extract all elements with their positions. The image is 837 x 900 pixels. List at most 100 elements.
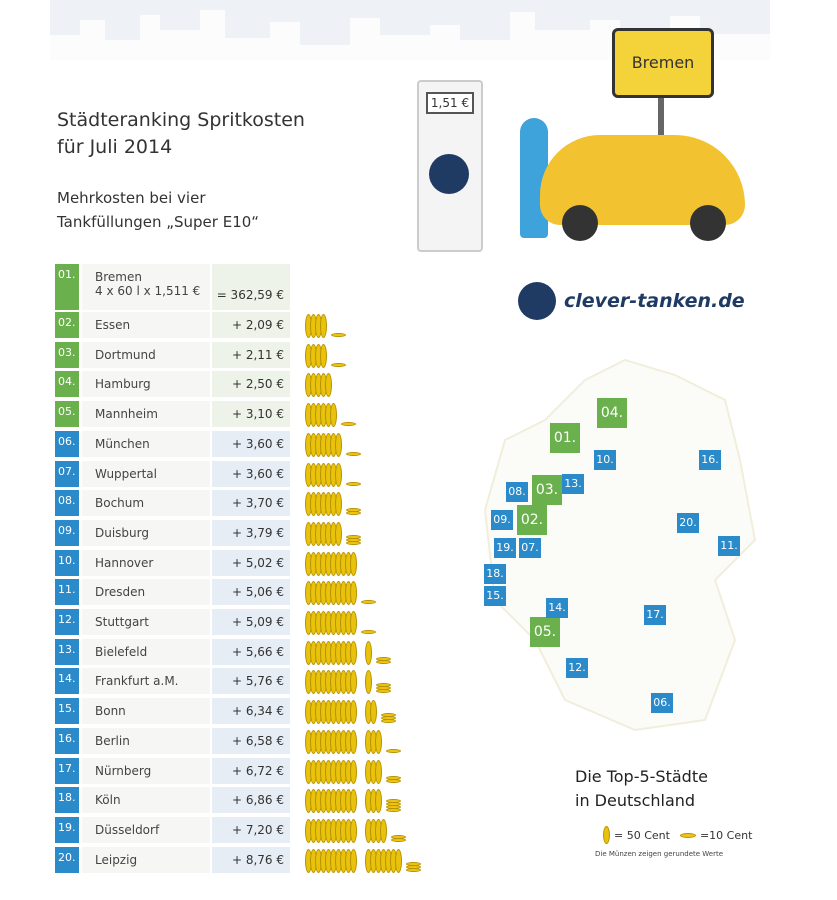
coin-50-icon — [335, 432, 342, 457]
table-row: 20. Leipzig + 8,76 € — [55, 846, 475, 873]
city-name-text: Wuppertal — [95, 466, 157, 481]
table-row: 19. Düsseldorf + 7,20 € — [55, 816, 475, 843]
coin-legend: = 50 Cent =10 Cent Die Münzen zeigen ger… — [595, 826, 785, 858]
cost-value: + 5,76 € — [212, 668, 290, 695]
map-marker: 19. — [494, 538, 516, 558]
map-title-line1: Die Top-5-Städte — [575, 767, 708, 786]
table-row: 08. Bochum + 3,70 € — [55, 490, 475, 517]
rank-badge: 10. — [55, 549, 79, 576]
brand-logo-icon — [429, 154, 469, 194]
rank-badge: 15. — [55, 698, 79, 725]
table-row: 09. Duisburg + 3,79 € — [55, 519, 475, 546]
coin-stack — [305, 492, 485, 517]
subtitle-line2: Tankfüllungen „Super E10“ — [57, 213, 260, 231]
rank-badge: 08. — [55, 490, 79, 517]
coin-50-icon — [350, 611, 357, 635]
coin-50-icon — [370, 700, 377, 725]
table-row: 14. Frankfurt a.M. + 5,76 € — [55, 668, 475, 695]
coin-10-icon — [376, 656, 391, 661]
city-name: Stuttgart — [82, 609, 210, 635]
coin-50-icon — [335, 462, 342, 487]
cost-value: + 3,79 € — [212, 519, 290, 546]
coin-stack — [305, 551, 485, 576]
coin-50-icon — [350, 818, 357, 843]
coin-50-icon — [350, 670, 357, 695]
table-row: 13. Bielefeld + 5,66 € — [55, 638, 475, 665]
coin-10-icon — [386, 748, 401, 753]
coin-50-icon — [365, 640, 372, 665]
city-name: Nürnberg — [82, 757, 210, 784]
cost-value: + 5,66 € — [212, 638, 290, 665]
rank-badge: 03. — [55, 341, 79, 368]
coin-10-icon — [346, 508, 361, 513]
rank-badge: 01. — [55, 264, 79, 310]
city-name: München — [82, 430, 210, 457]
table-row: 03. Dortmund + 2,11 € — [55, 341, 475, 368]
city-name-text: Hannover — [95, 555, 154, 570]
coin-stack — [305, 818, 485, 843]
coin-stack — [305, 314, 485, 338]
table-row: 15. Bonn + 6,34 € — [55, 698, 475, 725]
map-marker: 07. — [519, 538, 541, 558]
coin-stack — [305, 373, 485, 398]
cost-value: + 2,09 € — [212, 312, 290, 338]
map-marker: 03. — [532, 475, 562, 505]
city-name: Dortmund — [82, 341, 210, 368]
city-sign: Bremen — [612, 28, 714, 98]
brand-name: clever-tanken.de — [564, 290, 745, 312]
city-name-text: Bielefeld — [95, 644, 148, 659]
map-marker: 17. — [644, 605, 666, 625]
city-name: Wuppertal — [82, 460, 210, 487]
coin-stack — [305, 759, 485, 784]
coin-stack — [305, 729, 485, 754]
subtitle-line1: Mehrkosten bei vier — [57, 189, 206, 207]
table-row: 07. Wuppertal + 3,60 € — [55, 460, 475, 487]
table-row: 18. Köln + 6,86 € — [55, 787, 475, 814]
coin-10-icon — [376, 683, 391, 688]
map-marker: 12. — [566, 658, 588, 678]
rank-badge: 19. — [55, 816, 79, 843]
city-name: Frankfurt a.M. — [82, 668, 210, 695]
coin-50-icon — [380, 818, 387, 843]
city-name-text: Dresden — [95, 585, 146, 600]
coin-50-icon — [350, 640, 357, 665]
table-row: 05. Mannheim + 3,10 € — [55, 401, 475, 428]
city-name: Berlin — [82, 727, 210, 754]
map-marker: 09. — [491, 510, 513, 530]
city-name-text: Essen — [95, 318, 131, 332]
table-row: 01. Bremen 4 x 60 l x 1,511 € = 362,59 € — [55, 264, 475, 310]
rank-badge: 09. — [55, 519, 79, 546]
city-name: Bremen 4 x 60 l x 1,511 € — [82, 264, 210, 310]
city-name: Dresden — [82, 579, 210, 606]
map-marker: 06. — [651, 693, 673, 713]
cost-value: + 7,20 € — [212, 816, 290, 843]
map-marker: 04. — [597, 398, 627, 428]
page-title-line1: Städteranking Spritkosten — [57, 109, 305, 131]
city-name-text: Hamburg — [95, 377, 151, 392]
city-name-text: Berlin — [95, 733, 130, 748]
coin-50-icon — [350, 759, 357, 784]
rank-badge: 20. — [55, 846, 79, 873]
table-row: 06. München + 3,60 € — [55, 430, 475, 457]
city-name: Bochum — [82, 490, 210, 517]
city-name: Leipzig — [82, 846, 210, 873]
city-name: Hannover — [82, 549, 210, 576]
coin-stack — [305, 640, 485, 665]
cost-value: + 2,50 € — [212, 371, 290, 398]
city-name-text: Dortmund — [95, 347, 156, 362]
fuel-pump-illustration: 1,51 € — [417, 80, 483, 252]
coin-10-icon — [361, 600, 376, 605]
cost-value: + 3,70 € — [212, 490, 290, 517]
map-marker: 20. — [677, 513, 699, 533]
sign-pole — [658, 98, 664, 138]
city-name-text: Düsseldorf — [95, 822, 160, 837]
coin-50-icon — [395, 848, 402, 873]
coin-50-icon — [350, 789, 357, 814]
rank-badge: 14. — [55, 668, 79, 695]
coin-50-icon — [375, 759, 382, 784]
city-name: Bielefeld — [82, 638, 210, 665]
coin-10-icon — [386, 799, 401, 804]
map-marker: 10. — [594, 450, 616, 470]
coin-10-icon — [346, 481, 361, 486]
map-marker: 15. — [484, 586, 506, 606]
